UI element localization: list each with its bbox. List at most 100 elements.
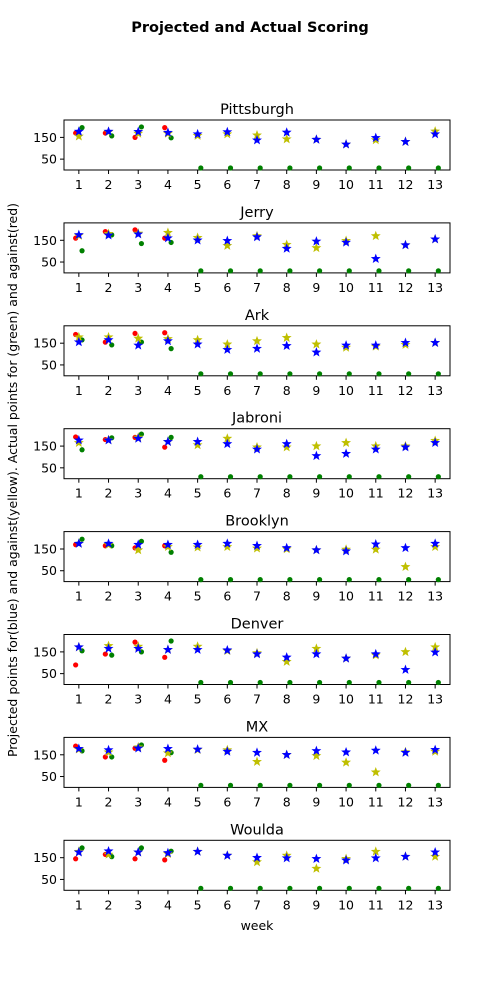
proj-against-point	[133, 333, 144, 343]
proj-for-point	[133, 340, 144, 350]
proj-for-point	[252, 444, 262, 454]
act-for-point	[79, 248, 85, 254]
x-tick-label: 8	[283, 589, 291, 604]
proj-against-point	[400, 646, 411, 657]
proj-for-point	[222, 126, 233, 137]
x-tick-label: 2	[105, 383, 113, 398]
act-for-point	[376, 268, 382, 274]
x-tick-label: 1	[75, 589, 83, 604]
x-tick-label: 4	[164, 794, 172, 809]
act-against-point	[162, 444, 168, 450]
axes-frame	[63, 634, 451, 685]
act-against-point	[132, 639, 138, 645]
x-tick-label: 12	[398, 692, 414, 707]
act-against-point	[132, 856, 138, 862]
x-tick-label: 11	[368, 486, 384, 501]
x-tick-label: 4	[164, 692, 172, 707]
proj-against-point	[311, 440, 322, 451]
y-tick-label: 150	[33, 541, 57, 556]
act-for-point	[316, 165, 323, 171]
proj-for-point	[341, 448, 352, 458]
act-for-point	[346, 782, 352, 789]
proj-against-point	[252, 756, 262, 766]
act-for-point	[346, 679, 352, 686]
proj-for-point	[370, 444, 381, 454]
act-against-point	[73, 662, 79, 668]
act-against-point	[162, 654, 168, 660]
proj-for-point	[192, 644, 203, 654]
act-for-point	[435, 885, 441, 891]
proj-for-point	[162, 335, 173, 346]
x-tick-label: 4	[164, 486, 172, 501]
proj-for-point	[192, 339, 203, 349]
proj-against-point	[192, 439, 203, 450]
x-tick-label: 3	[134, 486, 142, 501]
y-tick-label: 50	[41, 255, 57, 270]
y-tick-label: 150	[33, 644, 57, 659]
x-tick-label: 12	[398, 177, 414, 192]
act-for-point	[435, 782, 441, 789]
proj-for-point	[252, 540, 262, 550]
proj-against-point	[341, 757, 352, 767]
act-for-point	[287, 782, 293, 789]
proj-for-point	[192, 539, 203, 549]
act-for-point	[198, 268, 204, 274]
x-tick-label: 5	[194, 794, 202, 809]
x-tick-label: 7	[253, 486, 261, 501]
act-against-point	[102, 651, 108, 657]
proj-against-point	[133, 544, 144, 555]
proj-against-point	[281, 133, 292, 144]
act-for-point	[287, 679, 293, 686]
proj-against-point	[222, 433, 233, 443]
y-tick-label: 50	[41, 563, 57, 578]
x-tick-label: 9	[312, 692, 320, 707]
proj-for-point	[341, 653, 352, 663]
proj-against-point	[311, 339, 322, 349]
proj-for-point	[341, 545, 352, 556]
proj-for-point	[222, 538, 233, 548]
proj-for-point	[430, 437, 441, 448]
act-for-point	[227, 679, 234, 686]
act-for-point	[346, 165, 352, 171]
x-tick-label: 10	[338, 177, 354, 192]
proj-for-point	[311, 236, 322, 246]
proj-for-point	[103, 435, 114, 445]
x-tick-label: 10	[338, 692, 354, 707]
proj-for-point	[73, 743, 84, 753]
proj-for-point	[400, 664, 411, 674]
x-tick-label: 4	[164, 280, 172, 295]
proj-for-point	[400, 136, 411, 146]
y-tick-label: 150	[33, 850, 57, 865]
proj-for-point	[341, 340, 352, 350]
proj-against-point	[281, 441, 292, 452]
act-for-point	[257, 371, 263, 377]
act-for-point	[376, 371, 382, 377]
proj-against-point	[73, 331, 84, 342]
proj-for-point	[222, 438, 233, 449]
act-for-point	[376, 577, 382, 583]
proj-for-point	[73, 847, 84, 857]
proj-against-point	[162, 227, 173, 237]
act-for-point	[198, 679, 204, 686]
x-tick-label: 7	[253, 280, 261, 295]
proj-for-point	[103, 538, 114, 548]
axes-frame	[63, 531, 451, 583]
act-for-point	[257, 782, 263, 789]
x-tick-label: 6	[223, 897, 231, 912]
x-tick-label: 1	[75, 383, 83, 398]
x-tick-label: 8	[283, 897, 291, 912]
x-tick-label: 1	[75, 897, 83, 912]
y-tick-label: 50	[41, 152, 57, 167]
proj-for-point	[281, 340, 292, 351]
act-for-point	[316, 782, 323, 789]
proj-against-point	[311, 242, 322, 253]
act-for-point	[227, 371, 234, 377]
x-tick-label: 8	[283, 692, 291, 707]
x-tick-label: 5	[194, 280, 202, 295]
panel-title: Jerry	[239, 205, 274, 221]
proj-for-point	[162, 847, 173, 858]
proj-against-point	[370, 846, 381, 856]
x-tick-label: 9	[312, 383, 320, 398]
